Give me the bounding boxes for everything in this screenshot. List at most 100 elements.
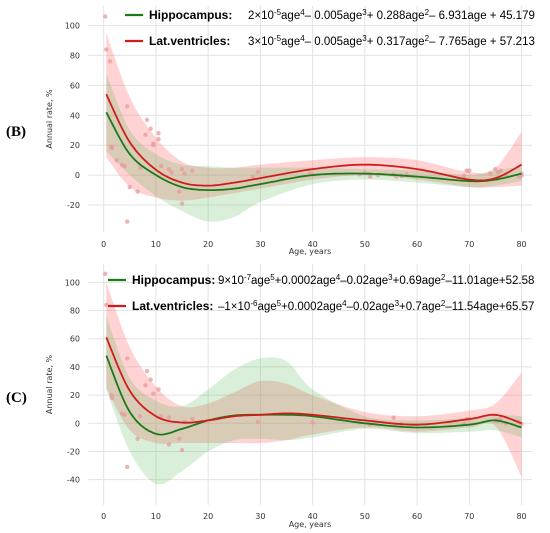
y-axis-label: Annual rate, % [45, 89, 54, 149]
scatter-point [156, 137, 161, 142]
x-tick-label: 0 [101, 512, 106, 521]
x-tick-label: 50 [360, 512, 370, 521]
scatter-point [104, 47, 109, 52]
legend-equation: 2×10-5age4– 0.005age3+ 0.288age2– 6.931a… [248, 8, 535, 23]
scatter-point [124, 219, 130, 224]
scatter-point [144, 368, 150, 374]
x-tick-label: 70 [464, 240, 474, 249]
y-tick-label: 0 [75, 171, 80, 180]
panel-c: (C) 0 10 20 30 40 50 60 70 80 -40 -20 0 20 40 60 80 100 A… [6, 264, 534, 529]
x-tick-label: 50 [360, 240, 370, 249]
plot-area [103, 271, 524, 485]
scatter-point [138, 165, 143, 170]
x-tick-label: 0 [101, 240, 106, 249]
equation-superscript: 5 [270, 273, 275, 282]
equation-term: –0.02age [347, 301, 395, 313]
panel-c-legend: Hippocampus: 9×10-7age5+0.0002age4–0.02ag… [108, 273, 534, 314]
scatter-point [143, 383, 148, 388]
scatter-point [124, 356, 130, 361]
scatter-point [182, 171, 187, 176]
equation-superscript: -5 [274, 34, 282, 43]
panel-b-plot: 0 10 20 30 40 50 60 70 80 -20 0 20 40 60 80 100 Age, yea… [45, 6, 532, 256]
scatter-point [158, 163, 164, 169]
scatter-point [169, 169, 174, 175]
legend-equation: –1×10-6age5+0.0002age4–0.02age3+0.7age2–… [218, 299, 534, 314]
scatter-point [103, 14, 108, 19]
scatter-point [493, 166, 498, 172]
y-tick-label: -40 [67, 476, 80, 485]
scatter-point [166, 166, 172, 172]
y-tick-label: 100 [65, 278, 80, 287]
scatter-point [151, 142, 156, 148]
x-tick-label: 80 [516, 512, 526, 521]
equation-term: age [257, 301, 276, 313]
scatter-point [255, 419, 260, 425]
scatter-point [190, 168, 195, 173]
scatter-point [109, 144, 114, 149]
scatter-point [144, 117, 150, 122]
scatter-point [391, 415, 396, 420]
scatter-point [156, 131, 161, 136]
y-tick-label: 20 [70, 141, 80, 150]
panel-b: (B) 0 10 20 30 40 50 60 70 80 -20 0 20 40 60 80 100 Age,… [6, 6, 535, 256]
scatter-point [127, 184, 132, 190]
x-tick-label: 80 [516, 240, 526, 249]
legend-equation: 9×10-7age5+0.0002age4–0.02age3+0.69age2–… [218, 273, 534, 288]
equation-superscript: 2 [425, 8, 430, 17]
scatter-point [166, 442, 172, 447]
equation-term: age [281, 10, 300, 22]
equation-superscript: 4 [300, 34, 305, 43]
equation-superscript: -5 [274, 8, 282, 17]
curve-lat-ventricles [105, 93, 523, 187]
x-tick-label: 10 [151, 240, 161, 249]
equation-superscript: 2 [441, 273, 446, 282]
scatter-point [148, 126, 153, 131]
y-tick-label: 60 [70, 335, 80, 344]
y-axis-label: Annual rate, % [45, 354, 54, 414]
scatter-point [148, 377, 153, 382]
y-tick-label: 20 [70, 391, 80, 400]
scatter-point [107, 59, 113, 64]
equation-term: –1×10 [218, 301, 250, 313]
y-tick-label: 40 [70, 363, 80, 372]
equation-superscript: 3 [362, 8, 367, 17]
equation-term: 2×10 [248, 10, 274, 22]
band-hippocampus [106, 73, 522, 222]
equation-term: +0.0002age [281, 301, 342, 313]
legend-label: Lat.ventricles: [132, 299, 213, 313]
curve-hippocampus [105, 111, 522, 191]
scatter-point [104, 302, 109, 308]
scatter-point [177, 189, 182, 194]
y-tick-label: 0 [75, 419, 80, 428]
band-hippocampus [106, 316, 522, 485]
scatter-point [179, 166, 185, 172]
scatter-point [310, 420, 315, 425]
equation-term: + 0.288age [367, 10, 425, 22]
equation-superscript: -6 [250, 299, 258, 308]
x-tick-label: 40 [308, 240, 318, 249]
scatter-point [135, 436, 140, 441]
equation-superscript: -7 [244, 273, 252, 282]
scatter-point [461, 173, 467, 179]
scatter-point [367, 174, 373, 179]
scatter-point [103, 271, 108, 277]
scatter-point [135, 189, 140, 194]
x-axis-label: Age, years [289, 520, 332, 529]
equation-term: – 7.765age + 57.213 [429, 36, 535, 48]
scatter-point [156, 387, 161, 392]
scatter-point [114, 157, 119, 163]
scatter-point [250, 174, 255, 179]
y-tick-label: 60 [70, 81, 80, 90]
panel-b-legend: Hippocampus: 2×10-5age4– 0.005age3+ 0.288… [125, 8, 535, 48]
curve-lat-ventricles [105, 336, 522, 426]
panel-b-letter: (B) [6, 124, 26, 140]
scatter-point [498, 168, 503, 173]
equation-term: – 0.005age [305, 10, 363, 22]
y-tick-label: -20 [67, 201, 80, 210]
equation-term: 9×10 [218, 275, 244, 287]
scatter-point [255, 169, 260, 175]
equation-term: –11.01age+52.58 [445, 275, 534, 287]
legend-label: Hippocampus: [149, 8, 232, 22]
equation-superscript: 4 [336, 273, 341, 282]
y-tick-label: 100 [65, 21, 80, 30]
